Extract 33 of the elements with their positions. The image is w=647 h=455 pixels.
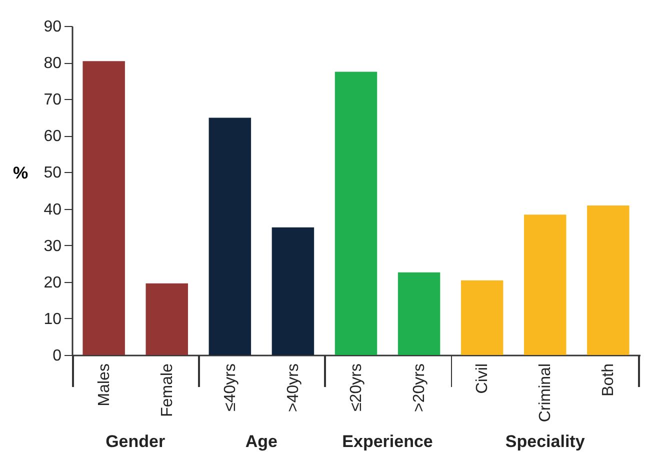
x-tick-label: ≤40yrs: [222, 364, 239, 412]
x-tick-label: Female: [158, 363, 176, 417]
y-tick-label: 40: [44, 201, 62, 218]
y-tick-label: 50: [44, 164, 62, 182]
text: Experience: [342, 432, 433, 452]
y-tick-label: 0: [52, 348, 62, 364]
y-tick-label: 60: [44, 128, 62, 146]
y-tick-label: 70: [44, 92, 62, 109]
y-tick-label: 10: [44, 310, 62, 328]
y-tick-label: 20: [44, 274, 62, 292]
x-tick-label: >20yrs: [411, 364, 428, 412]
y-tick-label: 30: [44, 238, 62, 255]
x-tick-label: Criminal: [537, 364, 554, 422]
bar: [524, 214, 566, 355]
text: Gender: [106, 432, 166, 452]
y-axis-title: %: [12, 164, 28, 182]
bar: [587, 205, 630, 355]
y-tick-label: 90: [44, 18, 62, 36]
text: Speciality: [505, 432, 585, 452]
bar: [208, 118, 252, 355]
bar: [334, 72, 378, 355]
x-tick-label: Civil: [474, 364, 492, 394]
x-tick-label: >40yrs: [284, 364, 302, 412]
x-tick-label: Males: [96, 364, 113, 406]
bar: [398, 272, 440, 355]
bar: [146, 283, 188, 355]
bar: [82, 61, 125, 355]
text: Age: [245, 432, 278, 452]
x-tick-label: Both: [600, 364, 618, 396]
y-tick-label: 80: [44, 55, 62, 72]
bar: [460, 280, 504, 355]
bar: [272, 227, 314, 355]
x-tick-label: ≤20yrs: [348, 364, 365, 412]
